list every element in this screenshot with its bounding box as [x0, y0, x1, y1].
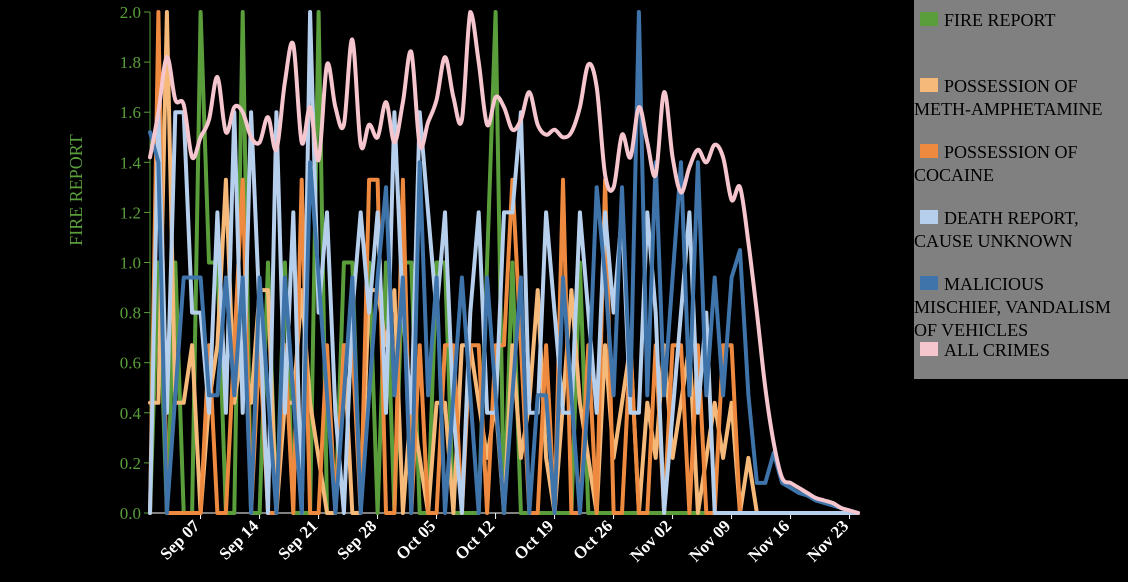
legend-box — [914, 0, 1128, 379]
y-tick-label: 0.8 — [120, 304, 141, 323]
legend-item: POSSESSION OF COCAINE — [914, 142, 1078, 185]
y-tick-label: 0.4 — [120, 404, 142, 423]
series-group — [148, 10, 860, 515]
legend-swatch — [920, 342, 938, 356]
y-tick-label: 2.0 — [120, 3, 141, 22]
series-layer — [148, 10, 860, 515]
legend-swatch — [920, 144, 938, 158]
series-line — [148, 10, 860, 515]
y-tick-label: 1.2 — [120, 203, 141, 222]
legend-swatch — [920, 276, 938, 290]
legend-item: MALICIOUS MISCHIEF, VANDALISM OF VEHICLES — [914, 274, 1111, 340]
y-axis: 0.0 0.2 0.4 0.6 0.8 1.0 1.2 1.4 1.6 1.8 2.0 — [120, 3, 151, 523]
y-tick-label: 1.0 — [120, 254, 141, 273]
legend-swatch — [920, 78, 938, 92]
legend-swatch — [920, 210, 938, 224]
legend-label: DEATH REPORT, CAUSE UNKNOWN — [914, 208, 1079, 251]
legend-item: ALL CRIMES — [920, 340, 1050, 360]
y-axis-label: FIRE REPORT — [66, 134, 86, 245]
y-tick-label: 0.6 — [120, 354, 141, 373]
legend-swatch — [920, 12, 938, 26]
series-group — [148, 10, 860, 515]
legend-item: POSSESSION OF METH-AMPHETAMINE — [914, 76, 1103, 119]
series-line — [148, 10, 860, 515]
y-tick-label: 1.4 — [120, 153, 142, 172]
series-line — [148, 10, 860, 515]
legend-label: POSSESSION OF COCAINE — [914, 142, 1078, 185]
legend-label: ALL CRIMES — [944, 340, 1050, 360]
legend: FIRE REPORT POSSESSION OF METH-AMPHETAMINE… — [914, 0, 1128, 379]
legend-label: FIRE REPORT — [944, 10, 1055, 30]
legend-label: MALICIOUS MISCHIEF, VANDALISM OF VEHICLES — [914, 274, 1111, 340]
y-tick-label: 0.0 — [120, 504, 141, 523]
legend-item: DEATH REPORT, CAUSE UNKNOWN — [914, 208, 1079, 251]
y-tick-label: 1.8 — [120, 53, 141, 72]
legend-label: POSSESSION OF METH-AMPHETAMINE — [914, 76, 1103, 119]
series-group — [148, 10, 860, 515]
legend-item: FIRE REPORT — [920, 10, 1055, 30]
y-tick-label: 1.6 — [120, 103, 141, 122]
y-tick-label: 0.2 — [120, 454, 141, 473]
